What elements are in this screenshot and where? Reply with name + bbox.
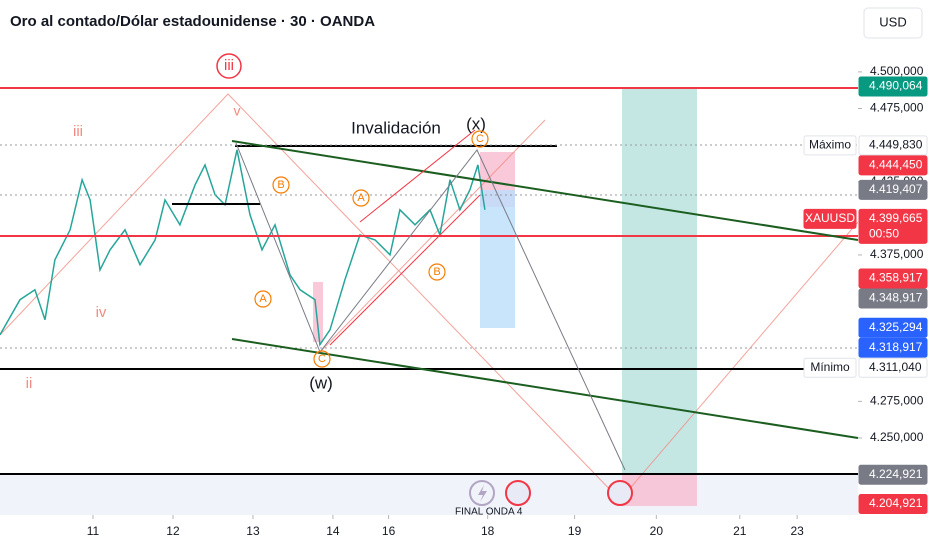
abc-circle (272, 176, 290, 194)
price-label-box (858, 179, 928, 200)
x-tick-label: 12 (166, 524, 180, 538)
price-label-box (858, 357, 928, 378)
abc-circle (471, 130, 489, 148)
levels (0, 87, 859, 475)
y-tick-label: 4.375,000 (870, 247, 924, 261)
wave-label: iii (73, 123, 83, 140)
price-label-box (858, 288, 928, 309)
event-label: FINAL ONDA 4 (455, 507, 523, 518)
abc-label: B (277, 179, 284, 191)
x-tick-label: 18 (481, 524, 495, 538)
x-tick-label: 11 (87, 524, 100, 538)
channel-red (359, 129, 476, 223)
price-label-box (858, 76, 928, 97)
zigzag-line (0, 93, 859, 501)
bottom-band (0, 474, 858, 515)
price-line (0, 149, 486, 347)
x-tick-label: 19 (568, 524, 582, 538)
price-label-box (858, 337, 928, 358)
abc-label: C (318, 353, 326, 365)
price-label: 4.204,921 (869, 496, 923, 510)
annotations: iii v iii iv ii Invalidación (x) (w) A B… (26, 53, 633, 518)
price-label: 4.358,917 (869, 271, 923, 285)
price-label: 4.224,921 (869, 467, 923, 481)
wave-label: (w) (309, 373, 333, 392)
price-label: 4.311,040 (869, 360, 922, 374)
price-label-sub: 00:50 (869, 226, 899, 240)
reward-box (480, 190, 515, 328)
x-tick-label: 23 (790, 524, 804, 538)
price-label: 4.348,917 (869, 291, 923, 305)
price-label: 4.449,830 (869, 138, 923, 152)
price-label-box (858, 317, 928, 338)
y-tick-label: 4.500,000 (870, 64, 924, 78)
price-tag: Mínimo (810, 360, 850, 374)
wave-lines (235, 129, 626, 471)
price-tag: Máximo (809, 138, 851, 152)
wave-label: ii (26, 375, 33, 392)
y-tick-label: 4.475,000 (870, 101, 924, 115)
price-tag-box (803, 135, 857, 156)
wave-label: v (234, 103, 241, 119)
wave-path (235, 142, 626, 471)
x-tick-label: 13 (246, 524, 260, 538)
wave-label: iii (224, 57, 234, 74)
price-label-box (858, 208, 928, 244)
wave-label: iv (96, 304, 107, 321)
price-label: 4.490,064 (869, 79, 923, 93)
channel-line (231, 338, 859, 439)
abc-circle (254, 290, 272, 308)
price-label-box (858, 493, 928, 514)
axes: 4.500,0004.475,0004.425,0004.375,0004.27… (87, 64, 928, 538)
price-label: 4.318,917 (869, 340, 923, 354)
abc-label: A (259, 293, 267, 305)
price-label: 4.325,294 (869, 320, 923, 334)
y-tick-label: 4.250,000 (870, 430, 924, 444)
channel-red (329, 194, 481, 346)
y-tick-label: 4.275,000 (870, 394, 924, 408)
small-box (313, 282, 323, 342)
event-icon[interactable] (607, 480, 633, 506)
target-zone (622, 88, 697, 474)
invalidation-label: Invalidación (351, 118, 441, 137)
price-label: 4.399,665 (869, 211, 923, 225)
price-label: 4.419,407 (869, 182, 923, 196)
price-label-box (858, 135, 928, 156)
abc-label: B (433, 266, 440, 278)
chart-title: Oro al contado/Dólar estadounidense · 30… (10, 13, 375, 30)
x-tick-label: 14 (326, 524, 340, 538)
abc-label: C (476, 133, 484, 145)
price-tag-box (803, 208, 857, 229)
price-label-box (858, 155, 928, 176)
x-tick-label: 16 (382, 524, 396, 538)
abc-circle (352, 189, 370, 207)
price-tag: XAUUSD (805, 211, 855, 225)
plot (0, 149, 486, 347)
stop-zone (622, 474, 697, 506)
abc-circle (428, 263, 446, 281)
abc-circle (313, 350, 331, 368)
channel-line (231, 140, 859, 241)
event-icon[interactable] (505, 480, 531, 506)
currency-button[interactable] (863, 7, 923, 39)
wave-circle (216, 53, 242, 79)
time-axis (0, 515, 858, 550)
x-tick-label: 21 (733, 524, 747, 538)
abc-circles (254, 130, 489, 368)
price-tag-box (803, 357, 857, 378)
x-tick-label: 20 (650, 524, 664, 538)
price-label-box (858, 464, 928, 485)
currency-label: USD (879, 14, 906, 29)
event-icon-bolt (478, 485, 487, 502)
wave-label: (x) (466, 114, 486, 133)
abc-label: A (357, 192, 365, 204)
price-label-box (858, 268, 928, 289)
price-label: 4.444,450 (869, 158, 923, 172)
